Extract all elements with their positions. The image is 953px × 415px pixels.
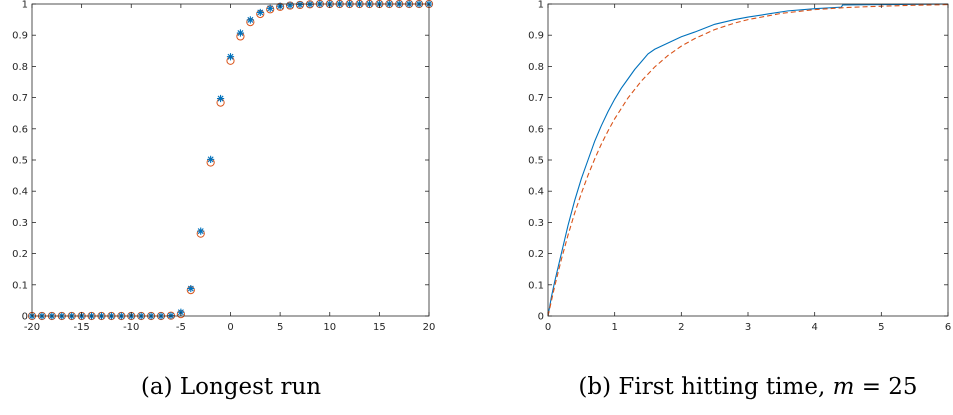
asterisk-marker (226, 53, 235, 61)
chart-a-xtick-label: 0 (227, 322, 233, 333)
series-line-solid (547, 3, 949, 317)
chart-b-series (547, 3, 949, 317)
asterisk-marker (266, 4, 274, 12)
chart-b-xtick-label: 6 (945, 322, 951, 333)
chart-b-xtick-label: 1 (611, 322, 617, 333)
chart-a-ytick-label: 0.1 (12, 280, 28, 291)
chart-b-ytick-label: 1 (538, 0, 544, 11)
chart-b-ytick-label: 0.1 (528, 280, 544, 291)
chart-b-plot-frame (547, 3, 949, 317)
caption-a: (a) Longest run (141, 374, 321, 400)
chart-a-xtick-label: 20 (423, 322, 436, 333)
caption-b-text: (b) First hitting time, (578, 374, 832, 400)
chart-b-ytick-label: 0.2 (528, 249, 544, 260)
chart-b-ytick-label: 0.3 (528, 218, 544, 229)
chart-b-xtick-label: 3 (745, 322, 751, 333)
chart-panel-longest-run: -20 -15 -10 -5 0 5 10 15 20 0 0.1 0.2 0.3 0.4 0.5 0.6 0.… (12, 0, 435, 400)
asterisk-marker (216, 94, 225, 103)
asterisk-marker (197, 227, 205, 235)
chart-a-ytick-label: 0.9 (12, 31, 28, 42)
chart-a-ytick-label: 0.4 (12, 187, 28, 198)
caption-b: (b) First hitting time, m = 25 (578, 374, 917, 400)
chart-a-series (27, 0, 434, 321)
asterisk-marker (256, 8, 264, 17)
chart-a-plot-frame (31, 3, 430, 317)
chart-a-xtick-label: -15 (73, 322, 89, 333)
chart-b-ytick-label: 0.4 (528, 187, 544, 198)
asterisk-marker (296, 1, 304, 9)
chart-b-ytick-label: 0.7 (528, 93, 544, 104)
chart-a-ytick-label: 0.3 (12, 218, 28, 229)
chart-b-ytick-label: 0.9 (528, 31, 544, 42)
chart-a-xtick-label: -10 (123, 322, 139, 333)
chart-a-xtick-label: 15 (373, 322, 386, 333)
asterisk-marker (236, 29, 245, 37)
chart-a-ytick-label: 0.2 (12, 249, 28, 260)
chart-b-axes: 0 1 2 3 4 5 6 0 0.1 0.2 0.3 0.4 0.5 0.6 0.7 0.8 0.9 1 (528, 0, 951, 333)
chart-b-ytick-label: 0.5 (528, 156, 544, 167)
asterisk-marker (246, 16, 254, 24)
series-line-dashed (547, 4, 949, 317)
chart-a-ytick-label: 0 (22, 312, 28, 323)
chart-b-ytick-label: 0.8 (528, 62, 544, 73)
chart-b-xtick-label: 0 (545, 322, 551, 333)
asterisk-marker (207, 155, 215, 163)
chart-a-ytick-label: 0.6 (12, 124, 28, 135)
chart-a-xtick-label: -20 (24, 322, 40, 333)
chart-b-xtick-label: 4 (811, 322, 817, 333)
caption-b-rest: = 25 (854, 374, 917, 400)
chart-b-ytick-label: 0 (538, 312, 544, 323)
chart-a-ytick-label: 0.7 (12, 93, 28, 104)
chart-b-xtick-label: 2 (678, 322, 684, 333)
chart-a-axes: -20 -15 -10 -5 0 5 10 15 20 0 0.1 0.2 0.3 0.4 0.5 0.6 0.… (12, 0, 435, 333)
asterisk-marker (187, 284, 195, 293)
chart-a-ytick-label: 1 (22, 0, 28, 11)
chart-b-ytick-label: 0.6 (528, 124, 544, 135)
chart-a-xtick-label: 5 (277, 322, 283, 333)
asterisk-marker (286, 1, 294, 9)
chart-a-ytick-label: 0.5 (12, 156, 28, 167)
caption-b-math: m (833, 374, 855, 400)
chart-a-xtick-label: 10 (323, 322, 336, 333)
chart-a-xtick-label: -5 (176, 322, 186, 333)
chart-b-xtick-label: 5 (878, 322, 884, 333)
chart-panel-first-hitting-time: 0 1 2 3 4 5 6 0 0.1 0.2 0.3 0.4 0.5 0.6 0.7 0.8 0.9 1 (b)… (528, 0, 951, 400)
chart-a-ytick-label: 0.8 (12, 62, 28, 73)
